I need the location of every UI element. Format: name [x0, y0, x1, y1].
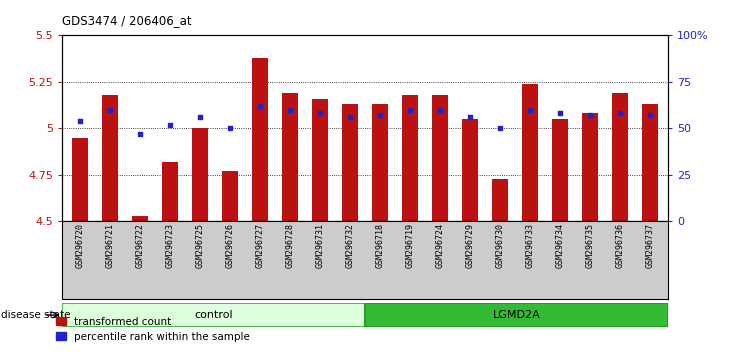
- Bar: [312, 98, 328, 221]
- Text: GSM296723: GSM296723: [166, 223, 174, 268]
- Text: GDS3474 / 206406_at: GDS3474 / 206406_at: [62, 14, 192, 27]
- Text: GSM296733: GSM296733: [526, 223, 534, 268]
- Point: [644, 113, 656, 118]
- FancyBboxPatch shape: [62, 303, 365, 327]
- Text: GSM296736: GSM296736: [615, 223, 624, 268]
- Point: [374, 113, 386, 118]
- FancyBboxPatch shape: [365, 303, 668, 327]
- Bar: [162, 162, 178, 221]
- Text: GSM296722: GSM296722: [136, 223, 145, 268]
- Text: GSM296737: GSM296737: [645, 223, 655, 268]
- Bar: [372, 104, 388, 221]
- Bar: [582, 113, 598, 221]
- Bar: [222, 171, 238, 221]
- Text: GSM296718: GSM296718: [375, 223, 385, 268]
- Point: [164, 122, 176, 127]
- Bar: [342, 104, 358, 221]
- Bar: [462, 119, 478, 221]
- Point: [404, 107, 416, 113]
- Text: GSM296732: GSM296732: [345, 223, 355, 268]
- Point: [614, 110, 626, 116]
- Text: disease state: disease state: [1, 310, 71, 320]
- Text: GSM296725: GSM296725: [196, 223, 204, 268]
- Bar: [132, 216, 148, 221]
- Point: [284, 107, 296, 113]
- Point: [554, 110, 566, 116]
- Bar: [101, 95, 118, 221]
- Text: GSM296724: GSM296724: [436, 223, 445, 268]
- Bar: [252, 58, 268, 221]
- Bar: [402, 95, 418, 221]
- Point: [254, 103, 266, 109]
- Text: GSM296726: GSM296726: [226, 223, 234, 268]
- Legend: transformed count, percentile rank within the sample: transformed count, percentile rank withi…: [56, 316, 250, 342]
- Point: [494, 125, 506, 131]
- Bar: [282, 93, 299, 221]
- Point: [104, 107, 116, 113]
- Bar: [552, 119, 568, 221]
- Text: control: control: [194, 310, 233, 320]
- Point: [314, 110, 326, 116]
- Text: LGMD2A: LGMD2A: [493, 310, 540, 320]
- Text: GSM296720: GSM296720: [75, 223, 85, 268]
- Text: GSM296721: GSM296721: [106, 223, 115, 268]
- Text: GSM296730: GSM296730: [496, 223, 504, 268]
- Point: [434, 107, 446, 113]
- Text: GSM296735: GSM296735: [585, 223, 594, 268]
- Point: [224, 125, 236, 131]
- Bar: [522, 84, 538, 221]
- Point: [344, 114, 356, 120]
- Bar: [642, 104, 658, 221]
- Bar: [492, 178, 508, 221]
- Text: GSM296719: GSM296719: [405, 223, 415, 268]
- Bar: [72, 138, 88, 221]
- Point: [74, 118, 86, 124]
- Point: [464, 114, 476, 120]
- Text: GSM296731: GSM296731: [315, 223, 325, 268]
- Point: [134, 131, 146, 137]
- Point: [584, 113, 596, 118]
- Bar: [192, 128, 208, 221]
- Point: [524, 107, 536, 113]
- Text: GSM296728: GSM296728: [285, 223, 294, 268]
- Bar: [431, 95, 448, 221]
- Text: GSM296734: GSM296734: [556, 223, 564, 268]
- Point: [194, 114, 206, 120]
- Text: GSM296729: GSM296729: [466, 223, 474, 268]
- Bar: [612, 93, 629, 221]
- Text: GSM296727: GSM296727: [255, 223, 264, 268]
